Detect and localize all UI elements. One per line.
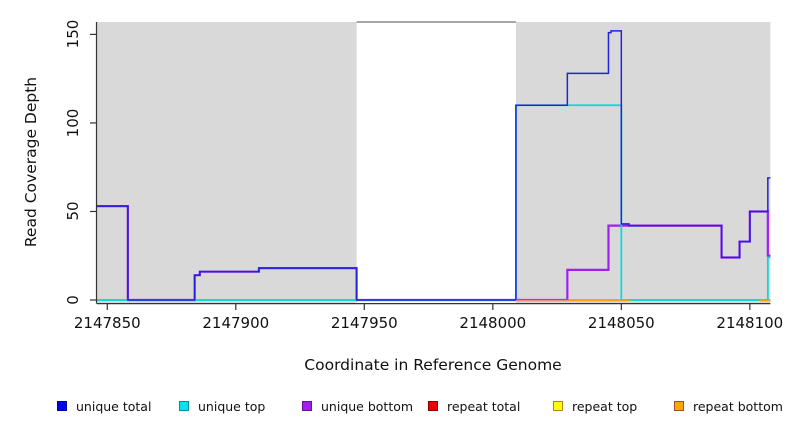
legend-label: unique total — [76, 398, 152, 414]
legend: unique total unique top unique bottom repea… — [0, 398, 792, 420]
x-tick-label: 2148000 — [459, 314, 527, 332]
y-tick-label: 100 — [64, 108, 82, 138]
series-unique-total-line — [97, 30, 771, 301]
no-data-region — [356, 22, 516, 303]
x-tick-label: 2147850 — [73, 314, 141, 332]
y-tick-label: 50 — [64, 201, 82, 221]
legend-label: unique bottom — [321, 398, 414, 414]
legend-label: repeat top — [572, 398, 638, 414]
legend-swatch-unique-top — [179, 401, 189, 411]
legend-label: repeat bottom — [693, 398, 783, 414]
legend-item-unique-bottom: unique bottom — [302, 398, 413, 414]
x-tick-label: 2148100 — [716, 314, 784, 332]
y-axis-title: Read Coverage Depth — [22, 76, 40, 248]
legend-label: repeat total — [447, 398, 521, 414]
x-axis-title: Coordinate in Reference Genome — [304, 356, 562, 374]
legend-swatch-repeat-bottom — [674, 401, 684, 411]
legend-item-unique-total: unique total — [57, 398, 151, 414]
legend-swatch-repeat-total — [428, 401, 438, 411]
y-tick-label: 150 — [64, 20, 82, 49]
x-tick-label: 2147900 — [202, 314, 270, 332]
legend-item-repeat-top: repeat top — [553, 398, 637, 414]
legend-item-repeat-total: repeat total — [428, 398, 520, 414]
x-tick-label: 2147950 — [330, 314, 398, 332]
y-tick-label: 0 — [64, 295, 82, 305]
x-tick-label: 2148050 — [587, 314, 655, 332]
legend-swatch-unique-total — [57, 401, 67, 411]
legend-item-repeat-bottom: repeat bottom — [674, 398, 783, 414]
legend-item-unique-top: unique top — [179, 398, 265, 414]
legend-label: unique top — [198, 398, 266, 414]
legend-swatch-repeat-top — [553, 401, 563, 411]
legend-swatch-unique-bottom — [302, 401, 312, 411]
